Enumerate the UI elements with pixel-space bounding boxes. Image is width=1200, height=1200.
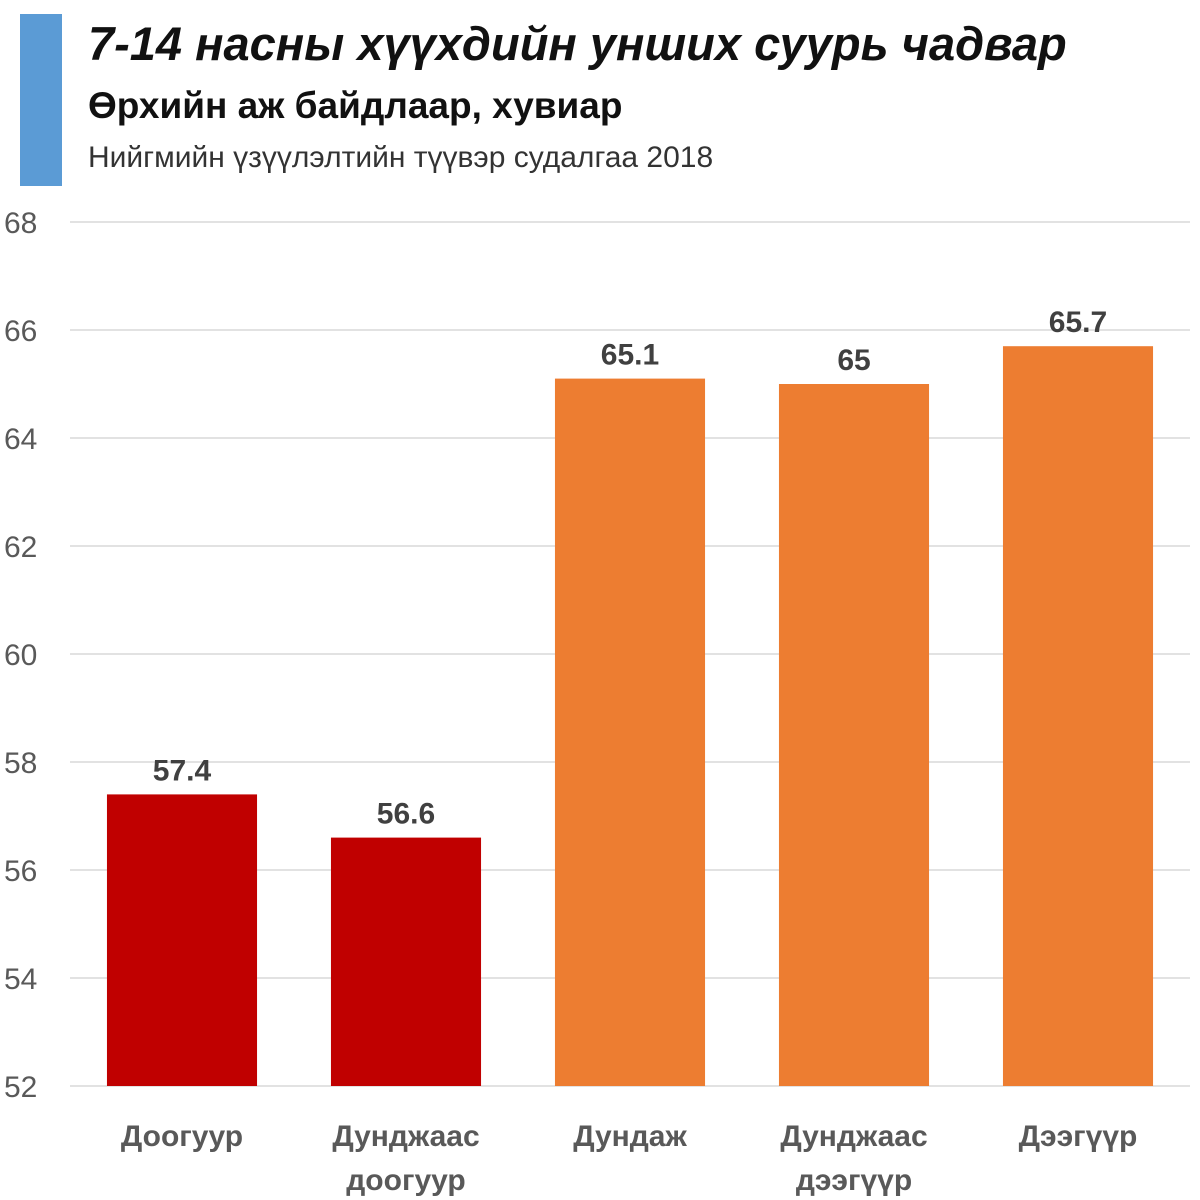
bar <box>778 384 930 1086</box>
x-category-label: Дундаж <box>573 1120 687 1153</box>
chart-source: Нийгмийн үзүүлэлтийн түүвэр судалгаа 201… <box>88 141 714 174</box>
bar <box>106 794 258 1086</box>
x-category-label: дээгүүр <box>796 1164 912 1197</box>
x-category-label: Дунджаас <box>780 1120 927 1153</box>
y-tick-label: 62 <box>4 531 37 564</box>
y-tick-label: 52 <box>4 1071 37 1104</box>
bar <box>330 837 482 1086</box>
y-tick-label: 60 <box>4 639 37 672</box>
data-label: 65.7 <box>1049 306 1107 339</box>
chart-title: 7-14 насны хүүхдийн унших суурь чадвар <box>88 17 1067 70</box>
x-category-label: Доогуур <box>121 1120 243 1153</box>
y-tick-label: 64 <box>4 423 37 456</box>
y-tick-label: 66 <box>4 315 37 348</box>
y-tick-label: 68 <box>4 207 37 240</box>
data-label: 65.1 <box>601 339 659 372</box>
y-tick-label: 54 <box>4 963 37 996</box>
data-label: 65 <box>837 344 870 377</box>
data-label: 56.6 <box>377 798 435 831</box>
chart-subtitle: Өрхийн аж байдлаар, хувиар <box>88 85 623 126</box>
bar <box>1002 346 1154 1086</box>
y-tick-label: 56 <box>4 855 37 888</box>
x-category-label: доогуур <box>346 1164 466 1197</box>
x-category-label: Дээгүүр <box>1019 1120 1138 1153</box>
x-category-label: Дунджаас <box>332 1120 479 1153</box>
data-label: 57.4 <box>153 754 212 787</box>
title-accent-bar <box>20 14 62 186</box>
bar <box>554 378 706 1087</box>
y-tick-label: 58 <box>4 747 37 780</box>
